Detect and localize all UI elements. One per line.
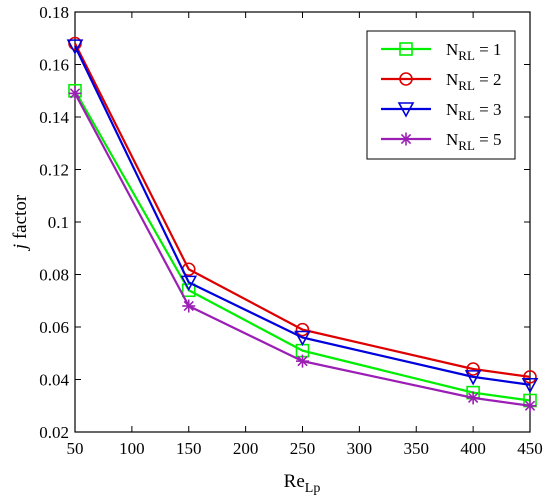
series-4 [68, 86, 537, 413]
legend-swatch-marker [399, 72, 413, 86]
y-axis-label: j factor [10, 194, 31, 252]
y-tick-label: 0.08 [39, 266, 69, 285]
x-tick-label: 300 [347, 439, 373, 458]
y-tick-label: 0.14 [39, 108, 69, 127]
x-tick-label: 450 [517, 439, 543, 458]
series-2 [68, 36, 537, 384]
x-tick-label: 200 [233, 439, 259, 458]
legend-box [366, 30, 516, 160]
legend-item: NRL = 3 [381, 100, 502, 123]
data-point [180, 275, 198, 292]
y-tick-label: 0.06 [39, 318, 69, 337]
x-axis-label: ReLp [284, 471, 321, 496]
data-point [523, 370, 537, 384]
x-tick-label: 400 [460, 439, 486, 458]
x-tick-label: 50 [67, 439, 84, 458]
data-point [466, 391, 480, 405]
y-tick-label: 0.02 [39, 423, 69, 442]
legend-label: NRL = 1 [446, 40, 502, 63]
legend-swatch-marker [397, 102, 415, 118]
data-point [296, 354, 309, 368]
x-tick-label: 150 [176, 439, 202, 458]
legend-label: NRL = 5 [446, 130, 502, 153]
data-point [464, 370, 482, 386]
y-tick-label: 0.1 [48, 213, 69, 232]
legend-item: NRL = 2 [381, 70, 502, 93]
x-tick-label: 350 [404, 439, 430, 458]
axis-ticks: 50 100 150 200 250 300 350 400 450 0.02 0.04 0.06 0.… [39, 3, 543, 458]
x-tick-label: 100 [119, 439, 145, 458]
series-3 [66, 39, 539, 394]
legend-item: NRL = 1 [381, 40, 502, 63]
legend-swatch-marker [399, 132, 413, 146]
data-point [295, 322, 310, 337]
data-point [521, 377, 539, 394]
y-tick-label: 0.04 [39, 371, 69, 390]
data-point [523, 399, 537, 413]
data-point [68, 86, 82, 100]
data-point [466, 362, 480, 376]
y-tick-label: 0.18 [39, 3, 69, 22]
legend-label: NRL = 2 [446, 70, 502, 93]
legend-swatch-marker [399, 42, 413, 56]
series-line [74, 45, 531, 386]
data-point [66, 39, 84, 55]
data-point [182, 299, 196, 313]
data-point [294, 330, 311, 347]
series-line [74, 90, 531, 402]
legend-label: NRL = 3 [446, 100, 502, 123]
y-tick-label: 0.12 [39, 161, 69, 180]
data-point [181, 283, 196, 298]
legend-item: NRL = 5 [381, 130, 502, 153]
data-series [66, 36, 539, 413]
y-tick-label: 0.16 [39, 56, 69, 75]
legend: NRL = 1 NRL = 2 NRL = 3 NRL = 5 [366, 30, 516, 160]
series-line [74, 43, 531, 378]
x-tick-label: 250 [290, 439, 316, 458]
